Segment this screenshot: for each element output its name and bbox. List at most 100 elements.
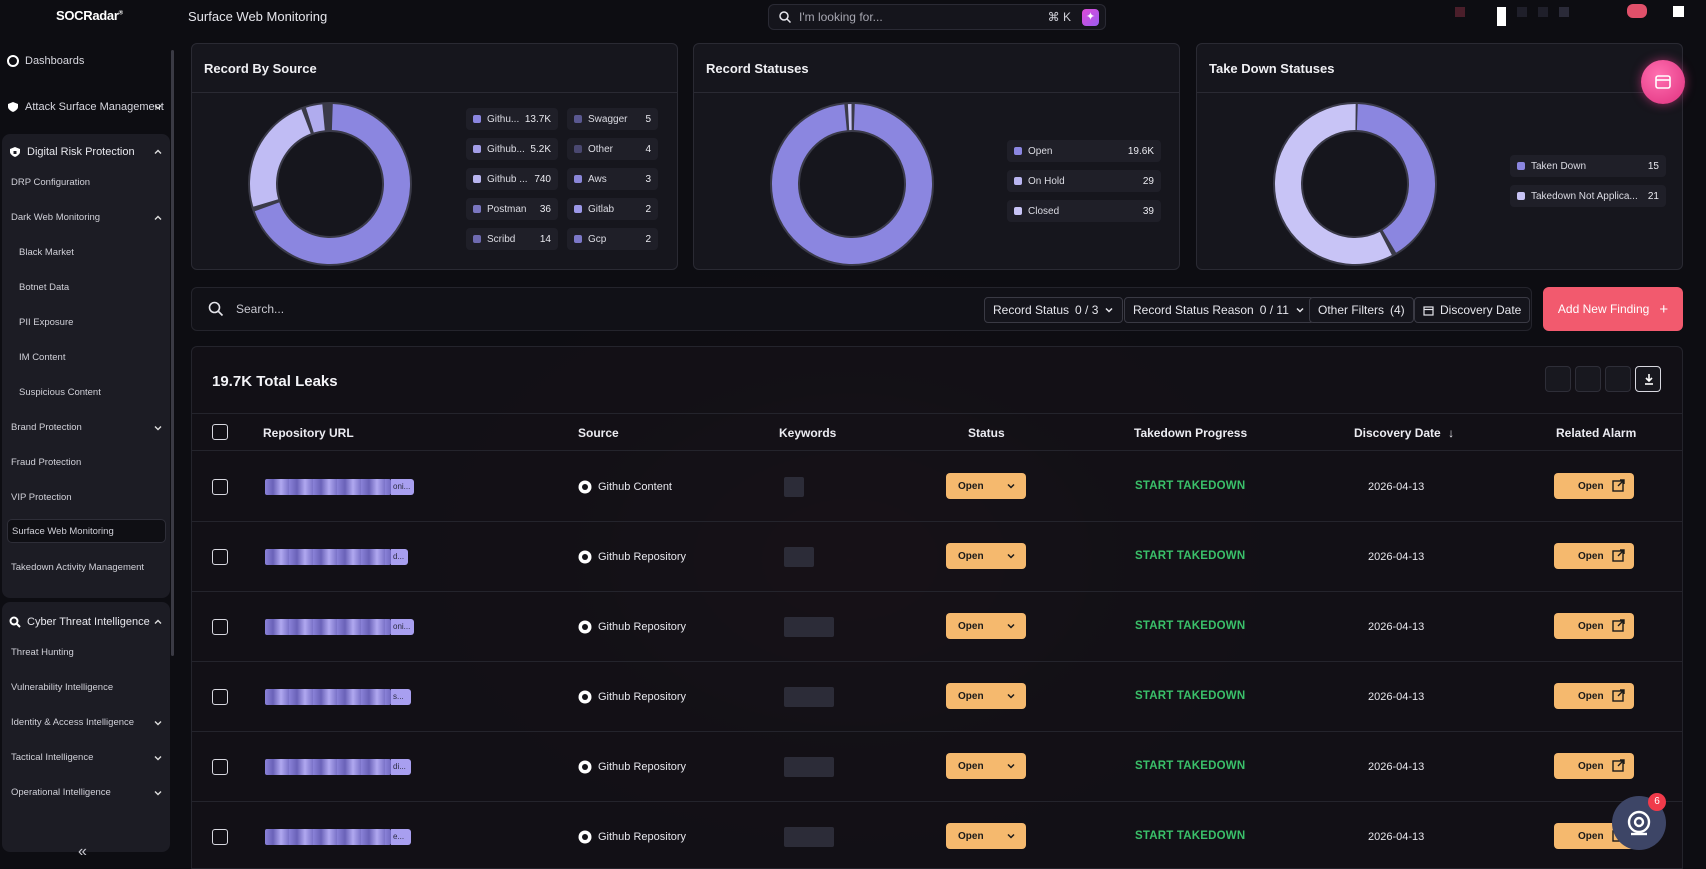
start-takedown-link[interactable]: START TAKEDOWN xyxy=(1135,690,1246,702)
collapse-sidebar-icon[interactable]: « xyxy=(78,843,87,860)
sidebar-item-operational-intelligence[interactable]: Operational Intelligence xyxy=(11,787,166,798)
sidebar-item-takedown-activity[interactable]: Takedown Activity Management xyxy=(11,562,145,573)
download-icon[interactable] xyxy=(1635,366,1661,392)
col-takedown-progress[interactable]: Takedown Progress xyxy=(1134,426,1248,440)
row-checkbox[interactable] xyxy=(212,549,228,565)
start-takedown-link[interactable]: START TAKEDOWN xyxy=(1135,550,1246,562)
legend-item[interactable]: Gitlab 2 xyxy=(567,198,658,220)
check-icon[interactable] xyxy=(1605,366,1631,392)
start-takedown-link[interactable]: START TAKEDOWN xyxy=(1135,760,1246,772)
sidebar-item-cti[interactable]: Cyber Threat Intelligence xyxy=(2,607,170,637)
sidebar-scrollbar[interactable] xyxy=(171,50,174,656)
select-all-checkbox[interactable] xyxy=(212,424,228,440)
sidebar-item-fraud-protection[interactable]: Fraud Protection xyxy=(11,457,82,468)
row-checkbox[interactable] xyxy=(212,689,228,705)
col-repository-url[interactable]: Repository URL xyxy=(263,426,354,440)
sidebar-item-dashboards[interactable]: Dashboards xyxy=(0,46,170,76)
legend-item[interactable]: Other 4 xyxy=(567,138,658,160)
table-search-input[interactable]: Search... xyxy=(236,302,285,316)
sidebar-item-asm[interactable]: Attack Surface Management xyxy=(0,92,170,122)
row-checkbox[interactable] xyxy=(212,829,228,845)
start-takedown-link[interactable]: START TAKEDOWN xyxy=(1135,620,1246,632)
row-checkbox[interactable] xyxy=(212,619,228,635)
add-new-finding-button[interactable]: Add New Finding + xyxy=(1543,287,1683,331)
legend-item[interactable]: Aws 3 xyxy=(567,168,658,190)
start-takedown-link[interactable]: START TAKEDOWN xyxy=(1135,830,1246,842)
sidebar-item-dark-web-monitoring[interactable]: Dark Web Monitoring xyxy=(11,212,166,223)
status-dropdown[interactable]: Open xyxy=(946,613,1026,639)
user-avatar[interactable] xyxy=(1627,4,1647,18)
legend-item[interactable]: Gcp 2 xyxy=(567,228,658,250)
sidebar-item-suspicious-content[interactable]: Suspicious Content xyxy=(19,387,101,398)
floating-card-button[interactable] xyxy=(1641,60,1685,104)
row-checkbox[interactable] xyxy=(212,759,228,775)
app-logo[interactable]: SOCRadar® xyxy=(56,8,123,23)
sidebar-item-vulnerability-intelligence[interactable]: Vulnerability Intelligence xyxy=(11,682,114,693)
col-status[interactable]: Status xyxy=(968,426,1005,440)
other-filters-button[interactable]: Other Filters (4) xyxy=(1309,297,1414,323)
settings-icon[interactable] xyxy=(1559,7,1569,17)
legend-item[interactable]: Postman 36 xyxy=(466,198,558,220)
legend-item[interactable]: Github ... 740 xyxy=(466,168,558,190)
pause-icon[interactable] xyxy=(1575,366,1601,392)
sidebar-item-im-content[interactable]: IM Content xyxy=(19,352,66,363)
notification-icon[interactable] xyxy=(1455,7,1465,17)
table-row[interactable]: oni... Github Repository Open START TAKE… xyxy=(192,592,1682,662)
status-dropdown[interactable]: Open xyxy=(946,823,1026,849)
menu-icon[interactable] xyxy=(1673,6,1684,17)
col-related-alarm[interactable]: Related Alarm xyxy=(1556,426,1637,440)
hourglass-icon[interactable] xyxy=(1545,366,1571,392)
status-indicator-icon[interactable] xyxy=(1497,7,1506,26)
legend-item[interactable]: Githu... 13.7K xyxy=(466,108,558,130)
repository-url-redacted[interactable] xyxy=(265,619,391,635)
apps-icon[interactable] xyxy=(1517,7,1527,17)
sidebar-item-pii-exposure[interactable]: PII Exposure xyxy=(19,317,74,328)
legend-item[interactable]: On Hold 29 xyxy=(1007,170,1161,192)
ai-sparkle-icon[interactable]: ✦ xyxy=(1082,9,1099,26)
legend-item[interactable]: Scribd 14 xyxy=(466,228,558,250)
table-row[interactable]: e... Github Repository Open START TAKEDO… xyxy=(192,802,1682,869)
col-source[interactable]: Source xyxy=(578,426,619,440)
record-status-filter[interactable]: Record Status 0 / 3 xyxy=(984,297,1124,323)
legend-item[interactable]: Open 19.6K xyxy=(1007,140,1161,162)
sidebar-item-drp-configuration[interactable]: DRP Configuration xyxy=(11,177,91,188)
row-checkbox[interactable] xyxy=(212,479,228,495)
legend-item[interactable]: Takedown Not Applica... 21 xyxy=(1510,185,1666,207)
related-alarm-button[interactable]: Open xyxy=(1554,683,1634,709)
table-row[interactable]: s... Github Repository Open START TAKEDO… xyxy=(192,662,1682,732)
status-dropdown[interactable]: Open xyxy=(946,683,1026,709)
repository-url-redacted[interactable] xyxy=(265,689,391,705)
sidebar-item-threat-hunting[interactable]: Threat Hunting xyxy=(11,647,74,658)
repository-url-redacted[interactable] xyxy=(265,549,391,565)
col-discovery-date[interactable]: Discovery Date ↓ xyxy=(1354,426,1455,440)
table-row[interactable]: di... Github Repository Open START TAKED… xyxy=(192,732,1682,802)
global-search-input[interactable]: I'm looking for... ⌘ K ✦ xyxy=(768,4,1106,30)
status-dropdown[interactable]: Open xyxy=(946,473,1026,499)
sidebar-item-surface-web-monitoring[interactable]: Surface Web Monitoring xyxy=(7,519,166,543)
related-alarm-button[interactable]: Open xyxy=(1554,753,1634,779)
table-row[interactable]: oni... Github Content Open START TAKEDOW… xyxy=(192,452,1682,522)
sidebar-item-identity-access[interactable]: Identity & Access Intelligence xyxy=(11,717,166,728)
sidebar-item-drp[interactable]: Digital Risk Protection xyxy=(2,137,170,167)
help-icon[interactable] xyxy=(1538,7,1548,17)
status-dropdown[interactable]: Open xyxy=(946,753,1026,779)
legend-item[interactable]: Github... 5.2K xyxy=(466,138,558,160)
related-alarm-button[interactable]: Open xyxy=(1554,473,1634,499)
repository-url-redacted[interactable] xyxy=(265,479,391,495)
sidebar-item-black-market[interactable]: Black Market xyxy=(19,247,74,258)
legend-item[interactable]: Swagger 5 xyxy=(567,108,658,130)
record-status-reason-filter[interactable]: Record Status Reason 0 / 11 xyxy=(1124,297,1314,323)
related-alarm-button[interactable]: Open xyxy=(1554,613,1634,639)
col-keywords[interactable]: Keywords xyxy=(779,426,837,440)
repository-url-redacted[interactable] xyxy=(265,759,391,775)
sidebar-item-botnet-data[interactable]: Botnet Data xyxy=(19,282,70,293)
table-row[interactable]: d... Github Repository Open START TAKEDO… xyxy=(192,522,1682,592)
legend-item[interactable]: Closed 39 xyxy=(1007,200,1161,222)
sidebar-item-tactical-intelligence[interactable]: Tactical Intelligence xyxy=(11,752,166,763)
related-alarm-button[interactable]: Open xyxy=(1554,543,1634,569)
start-takedown-link[interactable]: START TAKEDOWN xyxy=(1135,480,1246,492)
repository-url-redacted[interactable] xyxy=(265,829,391,845)
status-dropdown[interactable]: Open xyxy=(946,543,1026,569)
discovery-date-filter[interactable]: Discovery Date xyxy=(1414,297,1531,323)
sidebar-item-brand-protection[interactable]: Brand Protection xyxy=(11,422,166,433)
